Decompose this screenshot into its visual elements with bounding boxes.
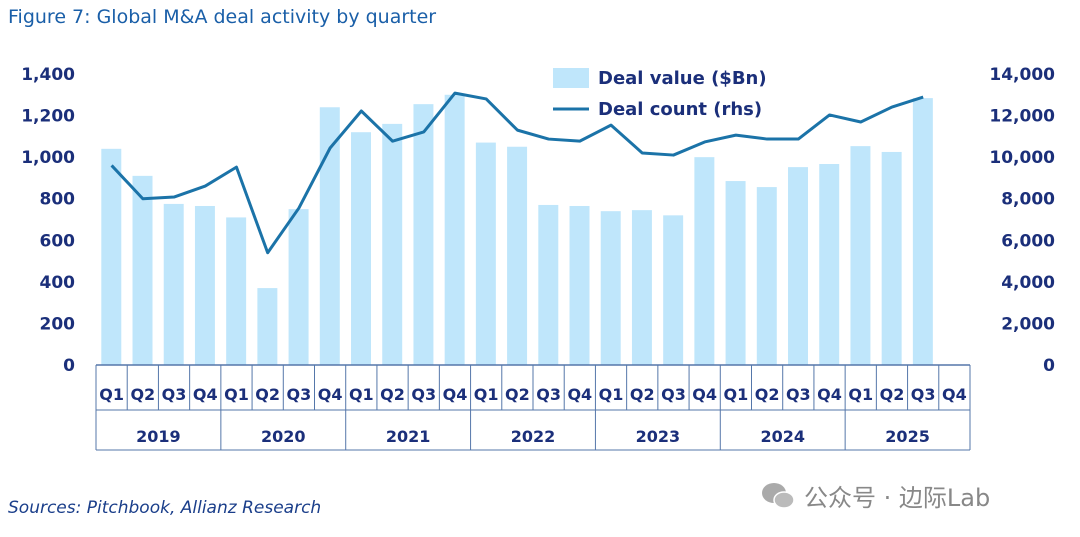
- right-tick-label: 10,000: [989, 148, 1055, 168]
- bar-deal-value: [663, 215, 684, 365]
- bar-deal-value: [132, 175, 153, 365]
- left-tick-label: 800: [40, 190, 76, 210]
- watermark-text: 公众号 · 边际Lab: [804, 484, 991, 512]
- bar-deal-value: [101, 148, 122, 365]
- bar-deal-value: [226, 217, 247, 365]
- quarter-label: Q4: [193, 385, 218, 404]
- year-label: 2022: [511, 427, 556, 446]
- quarter-label: Q1: [848, 385, 873, 404]
- quarter-label: Q4: [692, 385, 717, 404]
- bar-deal-value: [507, 146, 528, 365]
- bar-deal-value: [257, 288, 278, 365]
- quarter-label: Q2: [380, 385, 405, 404]
- bar-deal-value: [725, 181, 746, 365]
- left-tick-label: 0: [63, 356, 75, 376]
- quarter-label: Q3: [536, 385, 561, 404]
- left-tick-label: 400: [40, 273, 76, 293]
- quarter-label: Q4: [567, 385, 592, 404]
- right-tick-label: 4,000: [1001, 273, 1055, 293]
- bar-deal-value: [631, 210, 652, 365]
- bar-deal-value: [600, 211, 621, 365]
- bar-deal-value: [881, 151, 902, 365]
- bar-deal-value: [382, 123, 403, 365]
- watermark: 公众号 · 边际Lab: [760, 478, 990, 513]
- quarter-label: Q1: [599, 385, 624, 404]
- left-tick-label: 200: [40, 314, 76, 334]
- chart-title: Figure 7: Global M&A deal activity by qu…: [8, 6, 437, 28]
- quarter-label: Q2: [880, 385, 905, 404]
- quarter-label: Q1: [99, 385, 124, 404]
- left-tick-label: 600: [40, 231, 76, 251]
- year-label: 2020: [261, 427, 306, 446]
- quarter-label: Q3: [786, 385, 811, 404]
- bar-deal-value: [444, 94, 465, 366]
- bar-deal-value: [163, 203, 184, 365]
- quarter-label: Q4: [318, 385, 343, 404]
- bar-deal-value: [194, 205, 215, 365]
- right-tick-label: 2,000: [1001, 314, 1055, 334]
- left-tick-label: 1,000: [21, 148, 75, 168]
- legend-swatch-bar: [553, 68, 589, 88]
- left-tick-label: 1,400: [21, 65, 75, 85]
- bar-deal-value: [413, 104, 434, 365]
- year-label: 2023: [636, 427, 681, 446]
- quarter-label: Q1: [224, 385, 249, 404]
- quarter-label: Q3: [911, 385, 936, 404]
- year-label: 2021: [386, 427, 431, 446]
- year-label: 2024: [760, 427, 805, 446]
- bar-deal-value: [819, 164, 840, 365]
- quarter-label: Q1: [474, 385, 499, 404]
- quarter-label: Q2: [630, 385, 655, 404]
- bar-deal-value: [288, 209, 309, 365]
- right-tick-label: 14,000: [989, 65, 1055, 85]
- left-tick-label: 1,200: [21, 107, 75, 127]
- bar-deal-value: [694, 157, 715, 365]
- right-tick-label: 0: [1043, 356, 1055, 376]
- year-label: 2019: [136, 427, 181, 446]
- year-label: 2025: [885, 427, 930, 446]
- bar-deal-value: [912, 98, 933, 366]
- quarter-label: Q4: [443, 385, 468, 404]
- bar-deal-value: [756, 187, 777, 365]
- right-tick-label: 8,000: [1001, 190, 1055, 210]
- quarter-label: Q2: [755, 385, 780, 404]
- legend-label: Deal value ($Bn): [598, 68, 767, 89]
- quarter-label: Q2: [255, 385, 280, 404]
- source-note: Sources: Pitchbook, Allianz Research: [8, 498, 322, 518]
- quarter-label: Q4: [817, 385, 842, 404]
- bar-deal-value: [351, 132, 371, 365]
- quarter-label: Q1: [724, 385, 749, 404]
- bar-deal-value: [850, 146, 871, 365]
- bar-deal-value: [475, 142, 496, 365]
- bar-deal-value: [538, 204, 559, 365]
- quarter-label: Q2: [130, 385, 155, 404]
- quarter-label: Q3: [411, 385, 436, 404]
- bar-deal-value: [788, 167, 808, 365]
- right-tick-label: 6,000: [1001, 231, 1055, 251]
- bar-deal-value: [319, 107, 340, 365]
- quarter-label: Q2: [505, 385, 530, 404]
- quarter-label: Q1: [349, 385, 374, 404]
- wechat-icon: [762, 482, 795, 509]
- quarter-label: Q3: [287, 385, 312, 404]
- legend-label: Deal count (rhs): [598, 99, 762, 120]
- right-tick-label: 12,000: [989, 107, 1055, 127]
- quarter-label: Q3: [661, 385, 686, 404]
- quarter-label: Q3: [162, 385, 187, 404]
- bar-deal-value: [569, 205, 590, 365]
- quarter-label: Q4: [942, 385, 967, 404]
